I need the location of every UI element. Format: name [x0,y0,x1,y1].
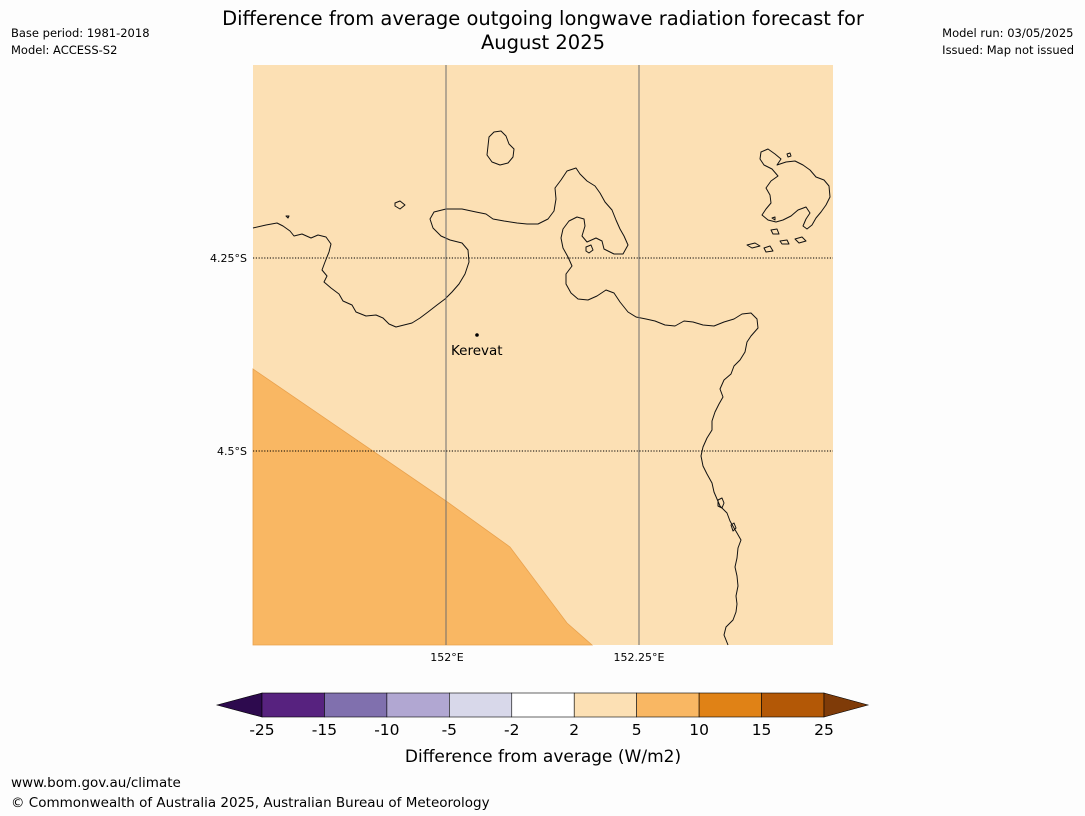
lon-label-152-25e: 152.25°E [614,651,665,664]
model-run: Model run: 03/05/2025 [942,26,1074,40]
issued-status: Issued: Map not issued [942,43,1074,57]
coastline-islet-f [779,239,790,245]
kerevat-marker [475,333,479,337]
colorbar-segment [261,692,325,718]
graticule [253,65,833,645]
colorbar-tick-label: -10 [374,721,399,739]
colorbar-segment [324,692,388,718]
footer-url: www.bom.gov.au/climate [11,775,181,791]
coastline-islet-l [786,152,792,158]
colorbar-tick-label: 25 [814,721,834,739]
coastline-islet-a [486,130,515,166]
colorbar-segment [698,692,762,718]
colorbar-segment [511,692,575,718]
coastline-islet-m [285,215,290,219]
coastline-islet-k [771,216,776,221]
colorbar-segment [636,692,700,718]
coastline-duke-of-york [759,148,831,230]
colorbar-segment [761,692,825,718]
coastline-islet-g [794,236,807,244]
lon-label-152e: 152°E [430,651,463,664]
colorbar-tick-label: -2 [504,721,519,739]
colorbar-tick-label: -5 [442,721,457,739]
colorbar-extend-low [215,692,263,718]
coastline-islet-i [717,497,725,509]
colorbar-segment [449,692,513,718]
coastline-islet-c [585,244,594,254]
page-title: Difference from average outgoing longwav… [160,7,926,55]
footer-copyright: © Commonwealth of Australia 2025, Austra… [11,795,490,811]
title-line-1: Difference from average outgoing longwav… [222,7,864,30]
coastline [252,130,831,646]
colorbar-tick-label: 15 [752,721,772,739]
map-panel: Kerevat 152°E 152.25°E 4.25°S 4.5°S [210,65,833,664]
metadata-right: Model run: 03/05/2025 Issued: Map not is… [942,25,1074,59]
colorbar-tick-label: 10 [689,721,709,739]
coastline-main [252,167,759,646]
colorbar-title: Difference from average (W/m2) [405,747,681,767]
colorbar: -25 -15 -10 -5 -2 2 5 10 15 25 Difference from av… [215,692,870,767]
metadata-left: Base period: 1981-2018 Model: ACCESS-S2 [11,25,150,59]
base-period: Base period: 1981-2018 [11,26,150,40]
model-name: Model: ACCESS-S2 [11,43,118,57]
colorbar-tick-label: 2 [569,721,579,739]
colorbar-segment [573,692,637,718]
title-line-2: August 2025 [480,31,606,54]
coastline-islet-d [746,242,761,249]
coastline-islet-h [770,228,780,235]
colorbar-tick-label: -25 [249,721,274,739]
lat-label-4-5s: 4.5°S [217,445,247,458]
coastline-islet-j [730,522,737,532]
coastline-islet-b [394,200,406,210]
colorbar-tick-label: -15 [312,721,337,739]
colorbar-tick-label: 5 [632,721,642,739]
colorbar-extend-high [823,692,870,718]
coastline-islet-e [763,245,774,253]
colorbar-segment [386,692,450,718]
kerevat-label: Kerevat [451,343,503,359]
lat-label-4-25s: 4.25°S [210,252,247,265]
